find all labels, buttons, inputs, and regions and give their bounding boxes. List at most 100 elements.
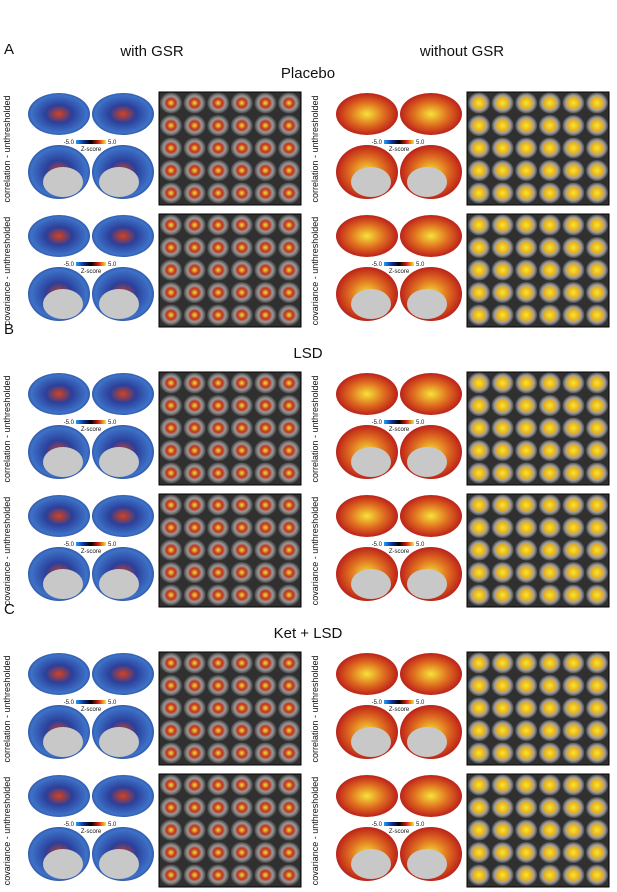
section-title: LSD [293,345,322,362]
slice [230,237,253,258]
slice [586,237,608,258]
slice [515,304,538,326]
slice [183,182,206,204]
slice [183,494,206,516]
slice [562,720,585,741]
slice [562,137,585,159]
slice [491,652,514,674]
slice [562,304,585,326]
colorbar-min: -5.0 [64,420,75,426]
slice [515,562,538,583]
slice [278,842,300,863]
colorbar [384,420,414,424]
slice [515,675,538,696]
slice [491,304,514,326]
slice [160,494,182,516]
medial-wall [43,289,83,319]
slice [562,214,585,236]
slice [562,372,585,394]
slice [515,259,538,281]
slice [183,584,206,606]
slice [207,652,230,674]
slice [230,259,253,281]
slice [468,137,490,159]
slice [207,417,230,439]
slice [491,395,514,416]
slice [254,304,277,326]
slice [207,160,230,181]
slice [254,539,277,561]
slice [254,842,277,863]
brain-panel: -5.0 5.0 Z-score [336,651,610,766]
slice [515,697,538,719]
slice [468,742,490,764]
slice [230,697,253,719]
row-label: correlation - unthresholded [2,95,12,202]
slice [254,494,277,516]
slice [160,562,182,583]
slice [468,774,490,796]
slice [468,675,490,696]
lateral-surface [400,215,462,257]
brain-panel: -5.0 5.0 Z-score [28,773,302,888]
brain-panel: -5.0 5.0 Z-score [28,371,302,486]
slice [230,462,253,484]
slice [278,462,300,484]
slice [183,259,206,281]
colorbar-max: 5.0 [416,542,425,548]
slice [160,115,182,136]
slice [160,584,182,606]
slice [207,797,230,818]
slice [254,372,277,394]
slice [254,92,277,114]
colorbar-min: -5.0 [64,700,75,706]
slice [562,462,585,484]
slice [491,282,514,303]
slice [160,282,182,303]
slice [515,864,538,886]
slice [160,819,182,841]
slice [538,494,561,516]
colorbar-max: 5.0 [416,700,425,706]
slice [538,842,561,863]
slice [183,372,206,394]
slice [468,494,490,516]
slice [586,304,608,326]
slice [160,92,182,114]
slice [230,182,253,204]
slice [562,562,585,583]
volume-slices [158,213,302,328]
medial-wall [43,727,83,757]
slice [538,562,561,583]
slice [254,395,277,416]
slice [160,440,182,461]
slice [183,652,206,674]
volume-slices [158,91,302,206]
slice [254,675,277,696]
slice [491,720,514,741]
slice [562,92,585,114]
slice [586,562,608,583]
slice [278,440,300,461]
lateral-surface [400,93,462,135]
slice [160,160,182,181]
colorbar-label: Z-score [81,707,102,713]
slice [538,697,561,719]
slice [160,675,182,696]
slice [562,237,585,258]
slice [207,675,230,696]
slice [491,697,514,719]
slice [538,304,561,326]
slice [183,137,206,159]
slice [562,774,585,796]
slice [515,440,538,461]
slice [254,462,277,484]
slice [586,842,608,863]
slice [586,819,608,841]
slice [515,237,538,258]
lateral-surface [92,653,154,695]
row-label: covariance - unthresholded [310,777,320,886]
slice [562,742,585,764]
slice [183,562,206,583]
slice [160,417,182,439]
